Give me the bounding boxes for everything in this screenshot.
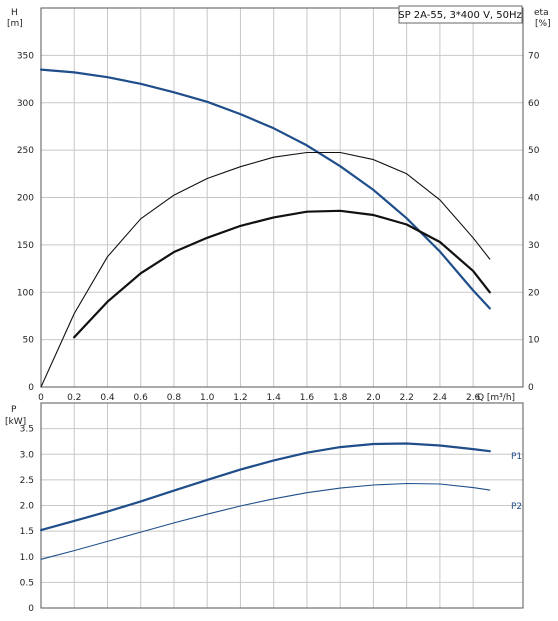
left-y-tick-label: 150 (17, 241, 34, 251)
power-y-tick-label: 2.5 (20, 476, 34, 486)
left-y-tick-label: 250 (17, 146, 34, 156)
head-efficiency-panel: 0 0.2 0.4 0.6 0.8 1.0 1.2 1.4 1.6 1.8 2.0 2.2 2.4 2.6… (7, 5, 551, 403)
x-tick-label: 1.4 (267, 393, 282, 403)
power-curve-p2 (40, 482, 491, 560)
power-axis-unit: [kW] (5, 417, 26, 427)
x-tick-label: 2.6 (466, 393, 481, 403)
x-tick-label: 1.0 (200, 393, 215, 403)
right-y-tick-label: 50 (528, 146, 540, 156)
top-grid (40, 8, 523, 388)
right-y-tick-label: 0 (528, 383, 534, 393)
power-axis-label: P (11, 405, 17, 415)
power-y-tick-label: 0.5 (20, 578, 34, 588)
chart-title: SP 2A-55, 3*400 V, 50Hz (398, 10, 522, 21)
power-y-tick-label: 3.0 (20, 450, 35, 460)
bottom-plot-frame (40, 402, 524, 609)
x-axis-label: Q [m³/h] (477, 393, 515, 403)
legend-label-p1: P1 (511, 452, 522, 462)
right-axis-label: eta (534, 8, 549, 18)
x-tick-label: 2.4 (433, 393, 448, 403)
right-y-tick-label: 60 (528, 99, 540, 109)
left-y-tick-label: 100 (17, 288, 34, 298)
bottom-tick-labels: 0 0.5 1.0 1.5 2.0 2.5 3.0 3.5 (20, 425, 35, 614)
top-series (39, 68, 491, 388)
power-y-tick-label: 0 (28, 604, 34, 614)
right-y-tick-label: 10 (528, 336, 540, 346)
power-curve-p1 (39, 442, 491, 532)
right-axis-unit: [%] (535, 19, 551, 29)
left-y-tick-label: 350 (17, 51, 34, 61)
top-plot-frame (40, 7, 524, 388)
left-y-tick-label: 200 (17, 194, 34, 204)
left-axis-unit: [m] (7, 19, 23, 29)
x-tick-label: 0 (38, 393, 44, 403)
legend-label-p2: P2 (511, 502, 522, 512)
x-tick-label: 0.8 (167, 393, 182, 403)
left-y-tick-label: 300 (17, 99, 34, 109)
x-tick-label: 1.8 (333, 393, 348, 403)
power-y-tick-label: 1.0 (20, 553, 35, 563)
x-tick-label: 1.6 (300, 393, 315, 403)
hydraulic-efficiency-curve (40, 151, 491, 388)
power-y-tick-label: 2.0 (20, 502, 35, 512)
left-y-tick-label: 50 (23, 336, 35, 346)
top-tick-labels: 0 0.2 0.4 0.6 0.8 1.0 1.2 1.4 1.6 1.8 2.0 2.2 2.4 2.6… (17, 51, 540, 403)
right-y-tick-label: 30 (528, 241, 540, 251)
title-box (398, 5, 523, 24)
bottom-series (39, 442, 491, 560)
x-tick-label: 0.2 (67, 393, 81, 403)
left-y-tick-label: 0 (28, 383, 34, 393)
x-tick-label: 0.4 (100, 393, 115, 403)
right-y-tick-label: 20 (528, 288, 540, 298)
power-y-tick-label: 1.5 (20, 527, 34, 537)
right-y-tick-label: 40 (528, 194, 540, 204)
right-y-tick-label: 70 (528, 51, 540, 61)
left-axis-label: H (11, 8, 18, 18)
x-tick-label: 2.0 (366, 393, 381, 403)
power-y-tick-label: 3.5 (20, 425, 34, 435)
x-tick-label: 1.2 (233, 393, 247, 403)
x-tick-label: 0.6 (134, 393, 149, 403)
total-efficiency-curve (73, 209, 491, 339)
x-tick-label: 2.2 (399, 393, 413, 403)
power-panel: 0 0.5 1.0 1.5 2.0 2.5 3.0 3.5 P [kW] P1 P2 (5, 402, 524, 614)
head-curve (39, 68, 491, 310)
